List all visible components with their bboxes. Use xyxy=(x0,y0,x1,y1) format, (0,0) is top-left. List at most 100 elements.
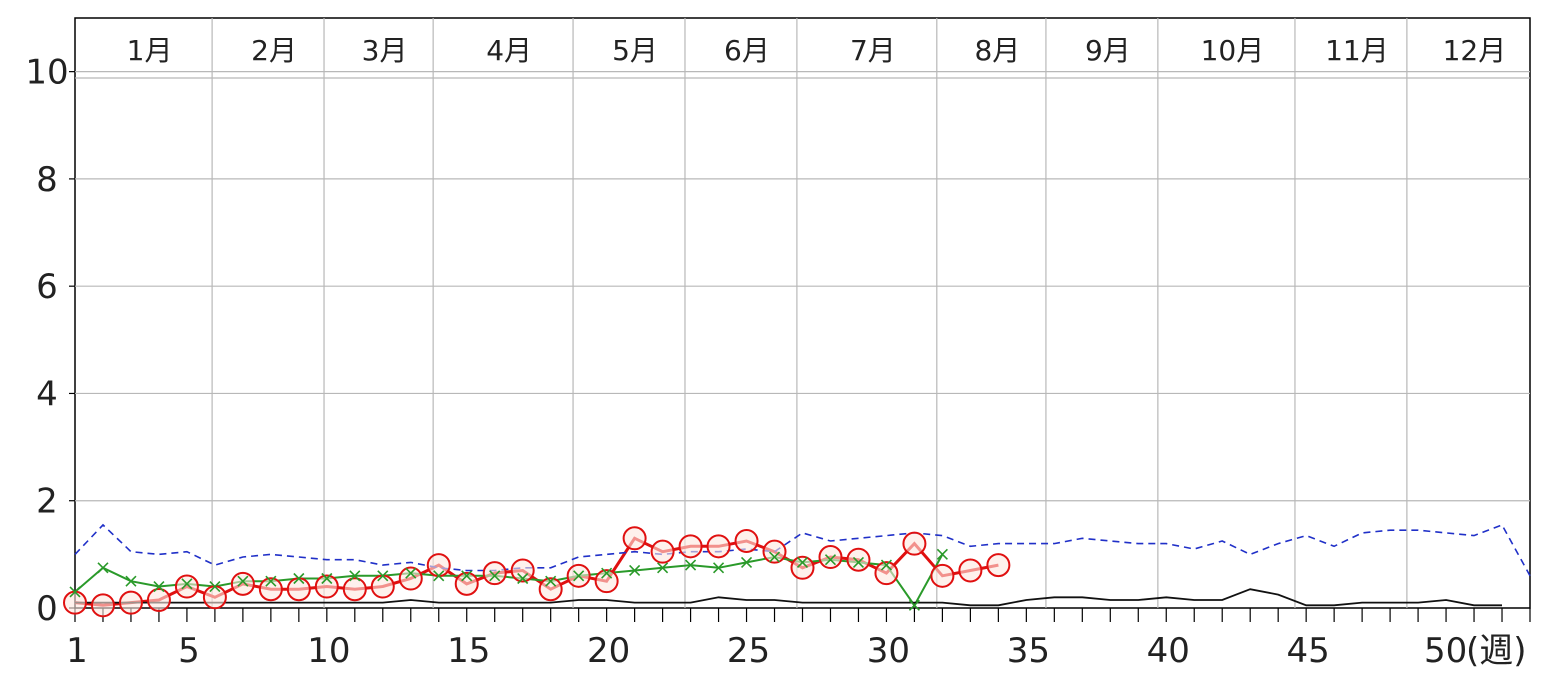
x-tick-label: 30 xyxy=(867,631,910,671)
y-tick-label: 0 xyxy=(36,589,58,629)
data-point-cross xyxy=(712,562,725,574)
month-label: 7月 xyxy=(850,34,896,67)
data-point-cross xyxy=(349,570,361,582)
month-label: 4月 xyxy=(486,34,532,67)
data-point-cross xyxy=(824,554,837,566)
month-label: 2月 xyxy=(251,34,297,67)
data-point-cross xyxy=(545,575,557,587)
data-point-circle xyxy=(286,577,311,602)
x-tick-label: 40 xyxy=(1147,631,1190,671)
x-tick-label: 45 xyxy=(1287,631,1330,671)
x-tick-label: 15 xyxy=(447,631,490,671)
data-point-circle xyxy=(146,587,171,612)
data-point-cross xyxy=(265,575,277,587)
data-point-cross xyxy=(433,570,445,582)
data-point-circle xyxy=(958,558,983,583)
data-point-cross xyxy=(601,567,613,579)
data-point-cross xyxy=(796,556,809,568)
month-label: 12月 xyxy=(1443,34,1507,67)
y-tick-label: 8 xyxy=(36,160,58,200)
data-point-circle xyxy=(342,577,367,602)
data-point-cross xyxy=(293,572,305,585)
month-label: 6月 xyxy=(724,34,770,67)
month-header: 1月 2月 3月 4月 5月 6月 7月 8月 9月 10月 11月 12月 xyxy=(127,34,1507,67)
data-point-cross xyxy=(405,567,417,579)
data-point-cross xyxy=(852,556,865,568)
plot-frame xyxy=(74,17,1531,609)
data-point-circle xyxy=(818,545,843,570)
data-point-circle xyxy=(594,569,619,594)
data-point-cross xyxy=(321,572,333,585)
data-point-circle xyxy=(314,574,339,599)
month-label: 1月 xyxy=(127,34,173,67)
data-point-circle xyxy=(902,531,927,556)
x-axis-unit-label: (週) xyxy=(1466,631,1527,671)
data-point-cross xyxy=(377,570,389,582)
month-label: 10月 xyxy=(1201,34,1265,67)
data-point-circle xyxy=(174,574,199,599)
data-point-circle xyxy=(650,539,675,564)
data-point-circle xyxy=(482,561,507,586)
data-point-cross xyxy=(153,580,165,593)
month-label: 9月 xyxy=(1085,34,1131,67)
y-tick-label: 6 xyxy=(36,267,58,307)
x-tick-label: 25 xyxy=(727,631,770,671)
x-tick-label: 1 xyxy=(66,631,88,671)
data-point-cross xyxy=(908,599,920,611)
marker-layer xyxy=(63,526,1011,618)
data-point-circle xyxy=(63,590,87,615)
data-point-circle xyxy=(846,547,871,572)
data-point-cross xyxy=(517,572,529,585)
month-label: 11月 xyxy=(1325,34,1389,67)
x-tick-label: 5 xyxy=(178,631,200,671)
month-label: 3月 xyxy=(362,34,408,67)
data-point-circle xyxy=(678,534,703,559)
data-point-cross xyxy=(740,556,753,568)
data-point-circle xyxy=(90,593,115,618)
data-point-circle xyxy=(230,571,255,596)
data-point-cross xyxy=(657,562,669,574)
data-point-circle xyxy=(426,553,451,578)
data-point-circle xyxy=(986,553,1011,578)
y-tick-label: 4 xyxy=(36,374,58,414)
x-tick-label: 20 xyxy=(587,631,630,671)
data-point-cross xyxy=(97,562,109,574)
data-point-cross xyxy=(936,548,948,560)
series-line-blue-dashed xyxy=(74,523,1531,577)
data-point-cross xyxy=(237,575,249,587)
data-point-circle xyxy=(398,566,423,591)
data-point-circle xyxy=(734,528,759,553)
data-point-circle xyxy=(706,534,731,559)
data-point-circle xyxy=(454,571,479,596)
series-line-black-solid xyxy=(75,588,1502,607)
data-point-circle xyxy=(874,561,899,586)
data-point-circle xyxy=(202,585,227,610)
data-point-cross xyxy=(461,570,473,582)
x-tick-label: 35 xyxy=(1007,631,1050,671)
data-point-cross xyxy=(125,575,137,587)
data-point-circle xyxy=(790,555,815,580)
data-point-cross xyxy=(209,580,221,593)
data-point-cross xyxy=(685,559,697,571)
data-point-circle xyxy=(370,574,395,599)
x-tick-label: 50 xyxy=(1424,631,1467,671)
data-point-circle xyxy=(510,558,535,583)
data-point-cross xyxy=(573,570,585,582)
data-point-cross xyxy=(880,559,893,571)
data-point-circle xyxy=(930,563,955,588)
data-point-circle xyxy=(762,539,787,564)
data-point-cross xyxy=(181,578,193,590)
month-label: 8月 xyxy=(974,34,1020,67)
x-tick-label: 10 xyxy=(307,631,350,671)
data-point-cross xyxy=(69,586,81,598)
data-point-circle xyxy=(622,526,647,551)
y-tick-label: 2 xyxy=(36,482,58,522)
data-point-circle xyxy=(258,577,283,602)
data-point-cross xyxy=(768,551,781,563)
data-point-cross xyxy=(489,570,501,582)
month-label: 5月 xyxy=(612,34,658,67)
grid xyxy=(74,17,1531,609)
